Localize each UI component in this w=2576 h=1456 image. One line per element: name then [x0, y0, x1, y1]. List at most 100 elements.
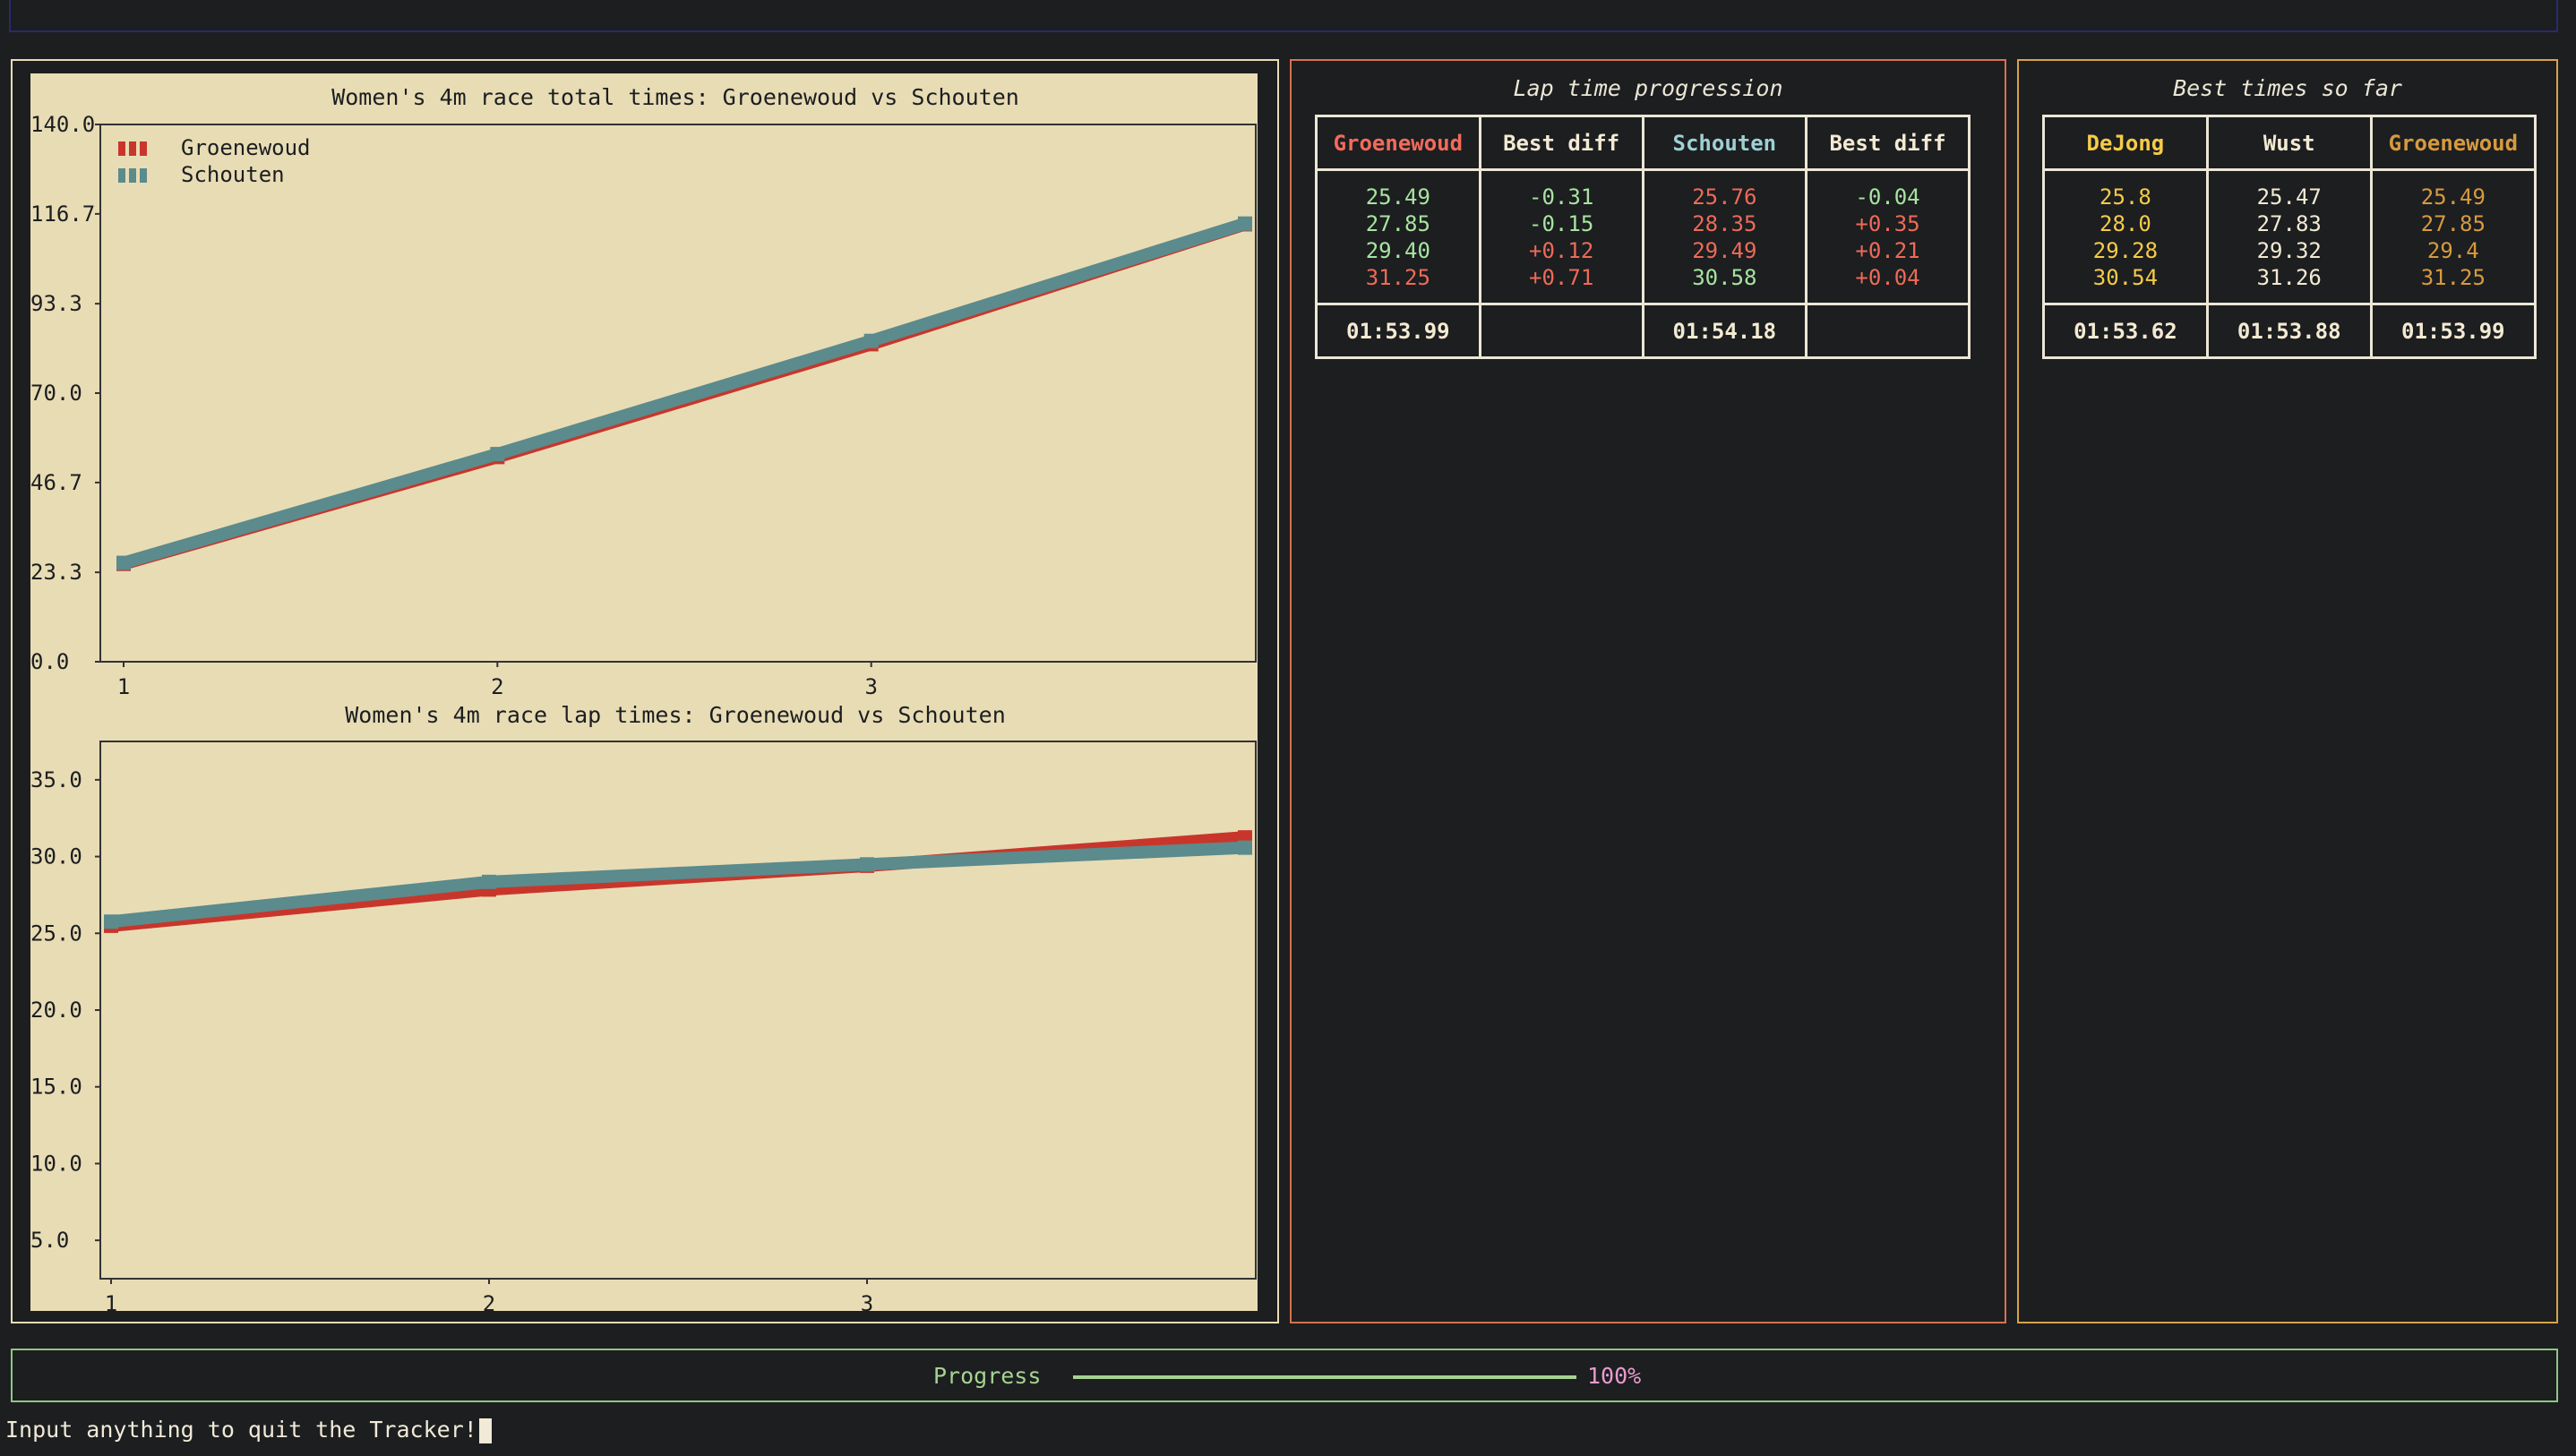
header-groenewoud: Groenewoud	[1315, 115, 1481, 171]
legend-swatch-groenewoud-3	[140, 141, 147, 156]
progress-label: Progress	[933, 1363, 1042, 1389]
command-prompt[interactable]: Input anything to quit the Tracker!	[5, 1417, 492, 1443]
groenewoud-best-total: 01:53.99	[2369, 303, 2537, 359]
schouten-total: 01:54.18	[1641, 303, 1808, 359]
best-times-title: Best times so far	[2173, 75, 2402, 101]
diff-value: +0.35	[1855, 210, 1920, 236]
total-xtick-label: 1	[117, 674, 130, 699]
legend-swatch-schouten-2	[129, 168, 136, 183]
total-ytick-label: 46.7	[30, 470, 82, 495]
progress-bar	[1073, 1375, 1576, 1379]
header-best-diff-schouten: Best diff	[1805, 115, 1971, 171]
lap-progression-table: Groenewoud Best diff Schouten Best diff …	[1315, 115, 1971, 359]
wust-times-cell: 25.47 27.83 29.32 31.26	[2205, 168, 2373, 305]
legend-swatch-schouten	[118, 168, 125, 183]
plots-svg: Women's 4m race total times: Groenewoud …	[30, 84, 1257, 1311]
header-groenewoud-best: Groenewoud	[2369, 115, 2537, 171]
best-time-value: 29.28	[2092, 237, 2159, 263]
diff-value: +0.21	[1855, 237, 1920, 263]
legend-swatch-groenewoud	[118, 141, 125, 156]
lap-value: 25.49	[1365, 184, 1430, 210]
best-time-value: 28.0	[2099, 210, 2151, 236]
best-time-value: 29.32	[2256, 237, 2322, 263]
total-ytick-label: 70.0	[30, 381, 82, 406]
schouten-laps-cell: 25.76 28.35 29.49 30.58	[1641, 168, 1808, 305]
total-ytick-label: 116.7	[30, 201, 95, 227]
best-time-value: 25.49	[2420, 184, 2486, 210]
series-point-schouten	[1238, 840, 1252, 855]
best-time-value: 25.8	[2099, 184, 2151, 210]
diff-value: +0.71	[1529, 264, 1594, 290]
total-ytick-label: 23.3	[30, 560, 82, 585]
lap-ytick-label: 30.0	[30, 844, 82, 869]
wust-total: 01:53.88	[2205, 303, 2373, 359]
diff-value: +0.04	[1855, 264, 1920, 290]
lap-value: 27.85	[1365, 210, 1430, 236]
text-cursor	[478, 1418, 492, 1443]
total-xtick-label: 3	[864, 674, 877, 699]
header-wust: Wust	[2205, 115, 2373, 171]
groenewoud-laps-cell: 25.49 27.85 29.40 31.25	[1315, 168, 1481, 305]
lap-progression-title: Lap time progression	[1513, 75, 1783, 101]
header-dejong: DeJong	[2042, 115, 2209, 171]
lap-ytick-label: 5.0	[30, 1228, 69, 1253]
lap-xtick-label: 1	[105, 1291, 117, 1311]
legend-label-groenewoud: Groenewoud	[181, 135, 311, 160]
lap-progression-panel: Lap time progression Groenewoud Best dif…	[1290, 59, 2006, 1323]
series-line-schouten	[122, 217, 1248, 570]
total-ytick-label: 0.0	[30, 649, 69, 674]
progress-percent: 100%	[1587, 1363, 1642, 1389]
lap-xtick-label: 3	[861, 1291, 873, 1311]
schouten-diffs-cell: -0.04 +0.35 +0.21 +0.04	[1805, 168, 1971, 305]
progress-bar-fill	[1073, 1375, 1576, 1379]
legend-label-schouten: Schouten	[181, 162, 285, 187]
best-time-value: 31.26	[2256, 264, 2322, 290]
lap-value: 30.58	[1692, 264, 1757, 290]
lap-value: 31.25	[1365, 264, 1430, 290]
total-xtick-label: 2	[491, 674, 503, 699]
diff-value: -0.15	[1529, 210, 1594, 236]
total-chart-legend: Groenewoud Schouten	[118, 135, 311, 187]
series-point-schouten	[490, 447, 505, 462]
lap-chart-frame	[99, 741, 1257, 1280]
plots-panel: Women's 4m race total times: Groenewoud …	[11, 59, 1279, 1323]
best-times-panel: Best times so far DeJong Wust Groenewoud…	[2017, 59, 2558, 1323]
lap-ytick-label: 10.0	[30, 1151, 82, 1176]
header-best-diff-groenewoud: Best diff	[1478, 115, 1644, 171]
total-ytick-label: 93.3	[30, 291, 82, 316]
best-time-value: 30.54	[2092, 264, 2159, 290]
dejong-total: 01:53.62	[2042, 303, 2209, 359]
best-time-value: 29.4	[2426, 237, 2479, 263]
total-chart-title: Women's 4m race total times: Groenewoud …	[331, 84, 1019, 110]
lap-ytick-label: 20.0	[30, 998, 82, 1023]
progress-panel: Progress 100%	[11, 1349, 2558, 1402]
total-times-chart: Women's 4m race total times: Groenewoud …	[30, 84, 1257, 699]
diff-value: -0.04	[1855, 184, 1920, 210]
series-point-schouten	[104, 914, 118, 929]
schouten-total-diff	[1805, 303, 1971, 359]
series-point-schouten	[1238, 216, 1252, 231]
groenewoud-diffs-cell: -0.31 -0.15 +0.12 +0.71	[1478, 168, 1644, 305]
best-time-value: 31.25	[2420, 264, 2486, 290]
lap-ytick-label: 15.0	[30, 1075, 82, 1100]
lap-xtick-label: 2	[483, 1291, 495, 1311]
diff-value: +0.12	[1529, 237, 1594, 263]
lap-ytick-label: 25.0	[30, 921, 82, 946]
lap-value: 29.40	[1365, 237, 1430, 263]
series-line-schouten	[110, 841, 1246, 929]
groenewoud-total-diff	[1478, 303, 1644, 359]
lap-value: 28.35	[1692, 210, 1757, 236]
legend-swatch-schouten-3	[140, 168, 147, 183]
diff-value: -0.31	[1529, 184, 1594, 210]
best-time-value: 27.85	[2420, 210, 2486, 236]
header-schouten: Schouten	[1641, 115, 1808, 171]
series-point-schouten	[116, 555, 131, 570]
groenewoud-total: 01:53.99	[1315, 303, 1481, 359]
total-ytick-label: 140.0	[30, 112, 95, 137]
top-bar	[9, 0, 2558, 32]
best-time-value: 25.47	[2256, 184, 2322, 210]
command-prompt-text: Input anything to quit the Tracker!	[5, 1417, 477, 1443]
series-point-schouten	[860, 857, 874, 872]
best-times-table: DeJong Wust Groenewoud 25.8 28.0 29.28 3…	[2042, 115, 2537, 359]
legend-swatch-groenewoud-2	[129, 141, 136, 156]
